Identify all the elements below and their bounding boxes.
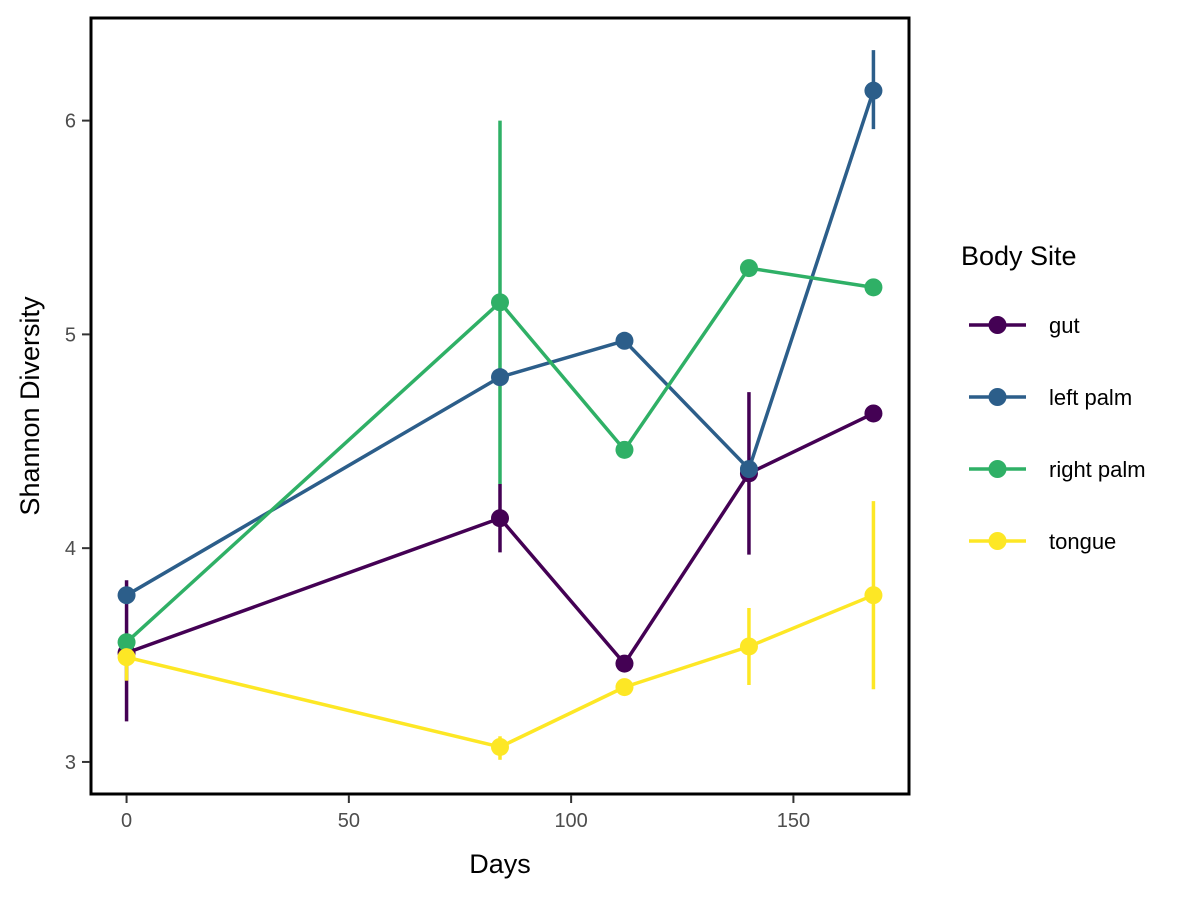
x-tick-label: 0 [121, 810, 132, 832]
data-point [615, 440, 634, 459]
data-point [864, 404, 883, 423]
data-point [117, 586, 136, 605]
x-axis-title: Days [469, 849, 531, 879]
data-point [739, 637, 758, 656]
legend-label: gut [1049, 313, 1080, 338]
data-point [491, 368, 509, 387]
y-tick-label: 3 [65, 752, 76, 774]
y-tick-label: 6 [65, 111, 76, 133]
data-point [117, 648, 136, 667]
legend-key-point [988, 388, 1007, 406]
data-point [491, 293, 509, 312]
data-point [491, 737, 509, 756]
x-tick-label: 150 [777, 810, 810, 832]
legend-label: left palm [1049, 385, 1132, 410]
data-point [864, 81, 883, 100]
x-tick-label: 100 [554, 810, 587, 832]
legend-title: Body Site [961, 241, 1077, 271]
plot-marks [117, 50, 883, 760]
data-point [864, 278, 883, 297]
data-point [491, 509, 509, 528]
data-point [615, 331, 634, 350]
axes: 0 50 100 150 3 4 5 6 [65, 111, 810, 832]
y-tick-label: 4 [65, 538, 76, 560]
y-tick-label: 5 [65, 324, 76, 346]
legend: Body Site gut left palm right palm tongue [961, 241, 1146, 554]
legend-key-point [988, 460, 1007, 478]
data-point [117, 633, 136, 652]
legend-key-point [988, 532, 1007, 550]
plot-panel-border [89, 16, 911, 796]
legend-key-point [988, 316, 1007, 334]
x-tick-label: 50 [338, 810, 360, 832]
data-point [739, 259, 758, 278]
data-point [615, 678, 634, 697]
data-point [739, 460, 758, 479]
legend-label: tongue [1049, 529, 1116, 554]
legend-label: right palm [1049, 457, 1146, 482]
data-point [864, 586, 883, 605]
series-line [126, 593, 875, 749]
data-point [615, 654, 634, 673]
y-axis-title: Shannon Diversity [15, 296, 45, 516]
